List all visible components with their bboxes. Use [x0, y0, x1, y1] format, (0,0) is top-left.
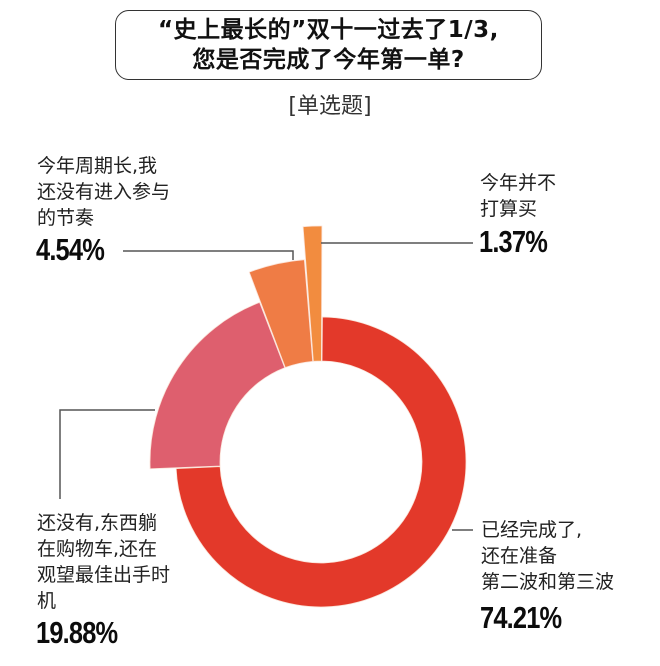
slice-done	[175, 316, 467, 608]
label-text-line: 机	[37, 590, 57, 612]
label-not-joined: 今年周期长,我 还没有进入参与 的节奏	[37, 153, 170, 231]
label-text-line: 在购物车,还在	[37, 538, 158, 560]
label-text-line: 还在准备	[481, 545, 558, 567]
label-text-line: 今年周期长,我	[37, 155, 158, 177]
slice-not-joined	[248, 259, 314, 369]
value-in-cart: 19.88%	[36, 615, 118, 650]
value-not-joined: 4.54%	[36, 232, 105, 267]
label-done: 已经完成了, 还在准备 第二波和第三波	[481, 517, 614, 595]
label-text-line: 的节奏	[37, 207, 95, 229]
title-box: “史上最长的”双十一过去了1/3, 您是否完成了今年第一单?	[115, 10, 542, 80]
label-text-line: 已经完成了,	[481, 519, 583, 541]
leader-line-not-joined	[123, 250, 294, 260]
slice-in-cart	[149, 301, 286, 470]
label-text-line: 第二波和第三波	[481, 571, 615, 593]
chart-title-line-2: 您是否完成了今年第一单?	[192, 47, 465, 73]
label-text-line: 今年并不	[480, 172, 557, 194]
label-text-line: 观望最佳出手时	[37, 564, 171, 586]
slice-not-buying	[302, 225, 323, 362]
label-text-line: 还没有进入参与	[37, 181, 171, 203]
label-text-line: 还没有,东西躺	[37, 512, 158, 534]
label-text-line: 打算买	[480, 198, 538, 220]
label-in-cart: 还没有,东西躺 在购物车,还在 观望最佳出手时 机	[37, 510, 170, 614]
label-not-buying: 今年并不 打算买	[480, 170, 556, 222]
question-type-subtitle: [单选题]	[288, 94, 372, 119]
leader-line-in-cart	[59, 409, 155, 499]
leader-lines	[59, 242, 473, 531]
value-done: 74.21%	[480, 600, 562, 635]
chart-title-line-1: “史上最长的”双十一过去了1/3,	[158, 17, 499, 43]
value-not-buying: 1.37%	[479, 224, 548, 259]
